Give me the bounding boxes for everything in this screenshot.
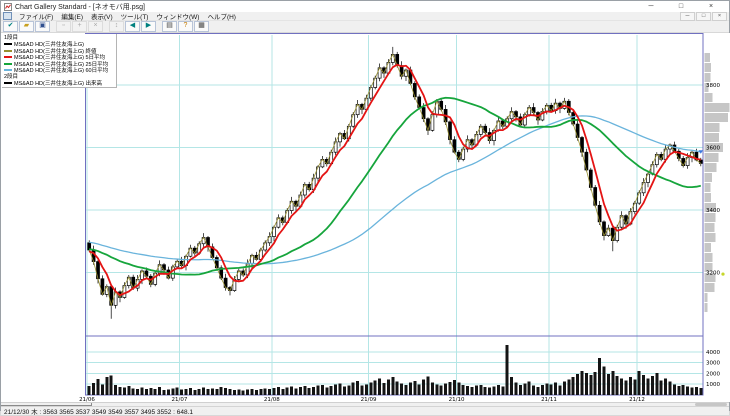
toolbar-button-delete-chart[interactable]: × <box>88 21 103 32</box>
x-axis-label: 21/12 <box>629 397 645 402</box>
legend-item-volume: MS&AD HD(三井住友海上G) 出来高 <box>4 80 116 86</box>
minimize-button[interactable]: ─ <box>648 3 654 10</box>
toolbar-button-context-help[interactable]: ▦ <box>194 21 209 32</box>
toolbar-button-scroll-fwd[interactable]: ▶ <box>141 21 156 32</box>
volume-profile <box>704 52 730 313</box>
chart-legend: 1段目 MS&AD HD(三井住友海上G) MS&AD HD(三井住友海上G) … <box>2 34 117 88</box>
menu-item-edit[interactable]: 編集(E) <box>61 14 83 21</box>
toolbar-button-window-mode[interactable]: ▫ <box>56 21 71 32</box>
volume-axis-label: 2000 <box>706 371 720 377</box>
legend-swatch <box>4 43 12 46</box>
chart-svg[interactable]: 3200 3400 3600 3800 1000 2000 3000 4000 21/06 21/… <box>1 33 730 402</box>
legend-item-ma60: MS&AD HD(三井住友海上G) 60日平均 <box>4 67 116 74</box>
child-restore-button[interactable]: □ <box>696 11 711 21</box>
price-axis-label: 3400 <box>706 208 720 214</box>
profile-dot-marker <box>721 272 725 276</box>
menu-item-window[interactable]: ウィンドウ(W) <box>156 14 200 21</box>
legend-swatch <box>4 81 12 84</box>
x-axis-label: 21/06 <box>79 397 95 402</box>
toolbar: ✔ ▰ ▣ ▫ + × ↕ ◀ ▶ ▤? ▦ <box>1 21 729 33</box>
legend-swatch <box>4 62 12 65</box>
x-axis-label: 21/09 <box>361 397 377 402</box>
chart-area: 3200 3400 3600 3800 1000 2000 3000 4000 21/06 21/… <box>1 33 730 402</box>
toolbar-button-add-chart[interactable]: + <box>72 21 87 32</box>
legend-item-ma25: MS&AD HD(三井住友海上G) 25日平均 <box>4 61 116 67</box>
app-icon <box>4 2 12 11</box>
x-axis-label: 21/07 <box>171 397 187 402</box>
menu-item-help[interactable]: ヘルプ(H) <box>207 14 236 21</box>
toolbar-button-scroll-back[interactable]: ◀ <box>125 21 140 32</box>
scrollbar-track[interactable] <box>1 403 92 406</box>
title-bar: Chart Gallery Standard - [ネオモバ用.psg] ─ □… <box>1 1 729 12</box>
x-axis-label: 21/10 <box>449 397 465 402</box>
legend-item-price: MS&AD HD(三井住友海上G) <box>4 41 116 48</box>
toolbar-button-open[interactable]: ▰ <box>19 21 34 32</box>
child-close-button[interactable]: × <box>712 11 727 21</box>
price-axis-label: 3200 <box>706 271 720 277</box>
markers <box>698 150 725 276</box>
volume-axis-label: 3000 <box>706 361 720 367</box>
restore-button[interactable]: □ <box>678 3 684 10</box>
child-minimize-button[interactable]: ─ <box>680 11 695 21</box>
ma-line-5 <box>88 63 701 297</box>
gridlines <box>85 35 703 395</box>
legend-item-ma5: MS&AD HD(三井住友海上G) 5日平均 <box>4 54 116 61</box>
toolbar-button-help[interactable]: ? <box>178 21 193 32</box>
toolbar-button-save[interactable]: ▣ <box>35 21 50 32</box>
ma-line-60 <box>89 115 701 265</box>
menu-bar: ファイル(F) 編集(E) 表示(V) ツール(T) ウィンドウ(W) ヘルプ(H) ─ … <box>1 11 729 21</box>
plot-frame <box>85 33 704 396</box>
price-axis-label: 3600 <box>706 146 720 152</box>
x-axis-label: 21/11 <box>541 397 557 402</box>
document-icon[interactable] <box>3 12 12 20</box>
menu-item-file[interactable]: ファイル(F) <box>19 14 54 21</box>
scrollbar <box>1 402 729 406</box>
ma-line-25 <box>89 96 701 276</box>
menu-bar-items: ファイル(F) 編集(E) 表示(V) ツール(T) ウィンドウ(W) ヘルプ(H) <box>15 11 240 21</box>
scrollbar-thumb[interactable] <box>695 403 727 406</box>
menu-item-view[interactable]: 表示(V) <box>90 14 113 21</box>
legend-tier2-label: 2段目 <box>4 73 19 80</box>
status-text: 21/12/30 木 : 3563 3565 3537 3549 3549 35… <box>4 409 194 416</box>
last-value-marker <box>698 150 703 154</box>
close-line <box>88 53 702 307</box>
legend-swatch <box>4 56 12 59</box>
volume-series <box>87 345 703 395</box>
window-title: Chart Gallery Standard - [ネオモバ用.psg] <box>15 3 145 11</box>
legend-swatch <box>4 69 12 72</box>
toolbar-button-print[interactable]: ▤ <box>162 21 177 32</box>
window-controls: ─ □ × <box>636 1 726 12</box>
axis-labels: 3200 3400 3600 3800 1000 2000 3000 4000 21/06 21/… <box>79 83 720 402</box>
volume-axis-label: 1000 <box>706 382 720 388</box>
close-button[interactable]: × <box>708 3 714 10</box>
x-axis-label: 21/08 <box>264 397 280 402</box>
legend-item-close: MS&AD HD(三井住友海上G) 終値 <box>4 48 116 54</box>
toolbar-button-data-order[interactable]: ↕ <box>109 21 124 32</box>
volume-axis-label: 4000 <box>706 350 720 356</box>
legend-swatch <box>4 49 12 52</box>
legend-tier1-label: 1段目 <box>4 35 19 41</box>
toolbar-button-apply-check[interactable]: ✔ <box>3 21 18 32</box>
menu-item-tools[interactable]: ツール(T) <box>120 14 149 21</box>
price-axis-label: 3800 <box>706 83 720 89</box>
child-window-controls: ─ □ × <box>679 11 727 21</box>
